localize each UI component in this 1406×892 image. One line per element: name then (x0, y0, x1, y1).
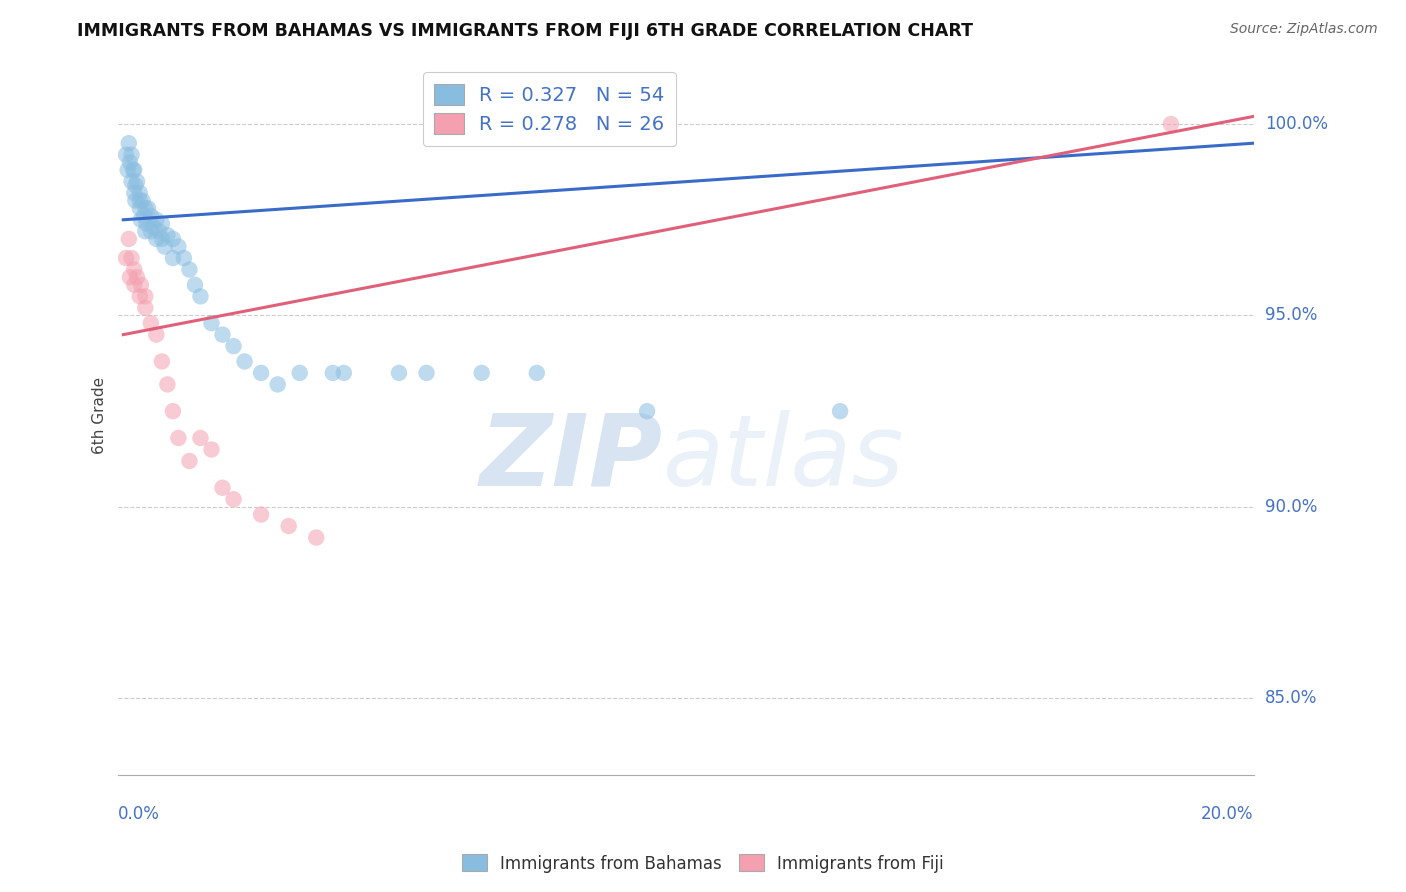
Text: IMMIGRANTS FROM BAHAMAS VS IMMIGRANTS FROM FIJI 6TH GRADE CORRELATION CHART: IMMIGRANTS FROM BAHAMAS VS IMMIGRANTS FR… (77, 22, 973, 40)
Point (179, 454, 201, 468)
Point (129, 212, 152, 227)
Point (134, 209, 156, 223)
Text: 85.0%: 85.0% (1265, 690, 1317, 707)
Point (1160, 117, 1182, 131)
Point (139, 209, 162, 223)
Point (145, 212, 167, 227)
Point (124, 194, 146, 208)
Point (167, 239, 190, 253)
Y-axis label: 6th Grade: 6th Grade (93, 376, 107, 454)
Point (128, 194, 150, 208)
Text: 95.0%: 95.0% (1265, 307, 1317, 325)
Point (305, 531, 328, 545)
Point (145, 232, 167, 246)
Point (124, 262, 146, 277)
Point (250, 508, 273, 522)
Text: 20.0%: 20.0% (1201, 805, 1254, 823)
Point (139, 316, 162, 330)
Text: 90.0%: 90.0% (1265, 498, 1317, 516)
Point (153, 239, 176, 253)
Point (128, 202, 150, 216)
Point (142, 220, 165, 235)
Point (134, 301, 156, 315)
Point (162, 232, 184, 246)
Point (526, 366, 548, 380)
Point (145, 327, 167, 342)
Point (125, 174, 148, 188)
Text: ZIP: ZIP (479, 409, 664, 507)
Point (124, 178, 146, 193)
Point (118, 270, 141, 285)
Point (190, 431, 212, 445)
Point (121, 251, 143, 265)
Point (136, 202, 159, 216)
Text: 100.0%: 100.0% (1265, 115, 1327, 133)
Point (277, 519, 299, 533)
Point (184, 277, 207, 292)
Point (150, 232, 173, 246)
Point (117, 163, 139, 178)
Point (129, 277, 152, 292)
Point (222, 492, 245, 507)
Point (200, 442, 222, 457)
Point (148, 224, 170, 238)
Point (124, 163, 146, 178)
Point (150, 217, 173, 231)
Legend: Immigrants from Bahamas, Immigrants from Fiji: Immigrants from Bahamas, Immigrants from… (456, 847, 950, 880)
Point (131, 194, 153, 208)
Point (125, 270, 148, 285)
Point (471, 366, 494, 380)
Point (233, 354, 256, 368)
Point (211, 481, 233, 495)
Point (266, 377, 288, 392)
Text: 0.0%: 0.0% (118, 805, 160, 823)
Point (150, 354, 173, 368)
Point (118, 136, 141, 151)
Point (124, 277, 146, 292)
Point (121, 174, 143, 188)
Point (115, 251, 138, 265)
Point (134, 202, 156, 216)
Point (250, 366, 273, 380)
Point (122, 163, 145, 178)
Point (139, 224, 162, 238)
Point (211, 327, 233, 342)
Point (636, 404, 658, 418)
Point (118, 155, 141, 169)
Point (173, 251, 195, 265)
Point (156, 228, 179, 243)
Point (322, 366, 344, 380)
Point (134, 289, 156, 303)
Point (124, 186, 146, 200)
Point (162, 251, 184, 265)
Point (388, 366, 411, 380)
Point (118, 232, 141, 246)
Point (156, 377, 179, 392)
Point (134, 224, 156, 238)
Point (167, 431, 190, 445)
Legend: R = 0.327   N = 54, R = 0.278   N = 26: R = 0.327 N = 54, R = 0.278 N = 26 (423, 72, 676, 145)
Point (162, 404, 184, 418)
Point (179, 262, 201, 277)
Point (121, 147, 143, 161)
Point (128, 186, 150, 200)
Point (128, 289, 150, 303)
Point (115, 147, 138, 161)
Text: atlas: atlas (664, 409, 904, 507)
Text: Source: ZipAtlas.com: Source: ZipAtlas.com (1230, 22, 1378, 37)
Point (190, 289, 212, 303)
Point (828, 404, 851, 418)
Point (288, 366, 311, 380)
Point (200, 316, 222, 330)
Point (135, 217, 157, 231)
Point (222, 339, 245, 353)
Point (333, 366, 356, 380)
Point (415, 366, 437, 380)
